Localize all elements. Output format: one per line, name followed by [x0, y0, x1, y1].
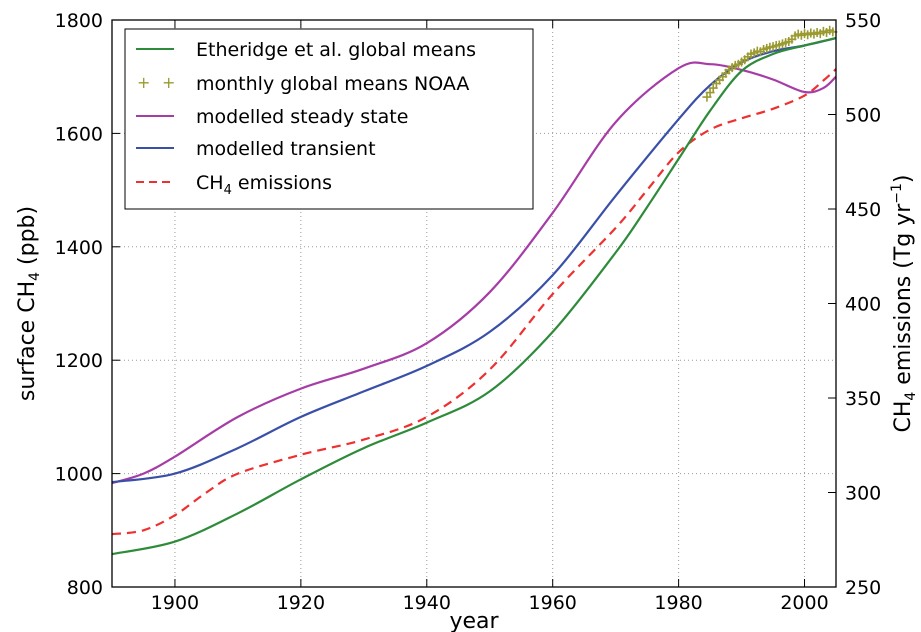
series-emissions-line — [111, 68, 837, 536]
y-tick-label: 1400 — [55, 237, 103, 259]
y2-axis-title-sup: −1 — [889, 183, 905, 204]
y2-axis-title-mid: emissions (Tg yr — [891, 203, 916, 392]
y2-axis-title-end: ) — [891, 174, 916, 183]
x-tick-label: 2000 — [780, 592, 828, 614]
x-tick-label: 1920 — [277, 592, 325, 614]
legend-swatch-noaa-1: + — [137, 73, 150, 92]
legend-label-etheridge: Etheridge et al. global means — [196, 39, 476, 61]
series-noaa-markers — [702, 25, 838, 102]
legend-label-emissions-sub: 4 — [224, 183, 232, 198]
y2-tick-label: 550 — [845, 10, 881, 32]
x-tick-label: 1960 — [529, 592, 577, 614]
y-tick-label: 800 — [67, 577, 103, 599]
noaa-data-point — [705, 88, 715, 98]
y2-axis-title: CH4 emissions (Tg yr−1) — [889, 174, 919, 432]
series-etheridge-line — [111, 37, 837, 556]
noaa-data-point — [702, 92, 712, 102]
y-axis-title: surface CH4 (ppb) — [15, 206, 43, 401]
x-tick-label: 1980 — [654, 592, 702, 614]
y2-axis-title-sub: 4 — [903, 392, 919, 401]
legend-label-transient: modelled transient — [196, 138, 376, 160]
legend: Etheridge et al. global means + + monthl… — [124, 28, 534, 210]
y-tick-label: 1200 — [55, 350, 103, 372]
noaa-data-point — [708, 83, 718, 93]
legend-label-steady: modelled steady state — [196, 106, 408, 128]
legend-label-emissions: CH4 emissions — [196, 172, 332, 198]
y-axis-title-unit: (ppb) — [15, 206, 40, 272]
legend-label-noaa: monthly global means NOAA — [196, 73, 469, 95]
x-axis-title: year — [449, 609, 499, 632]
y2-tick-label: 300 — [845, 483, 881, 505]
y-axis-title-sub: 4 — [27, 272, 43, 281]
series-layer — [111, 25, 838, 556]
x-tick-label: 1940 — [403, 592, 451, 614]
x-tick-label: 1900 — [151, 592, 199, 614]
y-axis-title-main: surface CH — [15, 281, 40, 401]
y2-tick-label: 350 — [845, 388, 881, 410]
y-tick-label: 1600 — [55, 123, 103, 145]
y2-tick-label: 450 — [845, 199, 881, 221]
y-tick-label: 1800 — [55, 10, 103, 32]
y2-tick-label: 250 — [845, 577, 881, 599]
legend-label-emissions-end: emissions — [232, 172, 332, 194]
legend-box — [124, 28, 534, 210]
legend-label-emissions-main: CH — [196, 172, 224, 194]
series-transient-line — [111, 37, 837, 484]
y2-axis-title-main: CH — [891, 401, 916, 433]
y-tick-label: 1000 — [55, 464, 103, 486]
y2-tick-label: 500 — [845, 105, 881, 127]
ticks: 1900 1920 1940 1960 1980 2000 800 1000 1200 1400 1… — [55, 10, 882, 614]
legend-swatch-noaa-2: + — [162, 73, 175, 92]
y2-tick-label: 400 — [845, 294, 881, 316]
series-steady-state-line — [111, 61, 837, 485]
